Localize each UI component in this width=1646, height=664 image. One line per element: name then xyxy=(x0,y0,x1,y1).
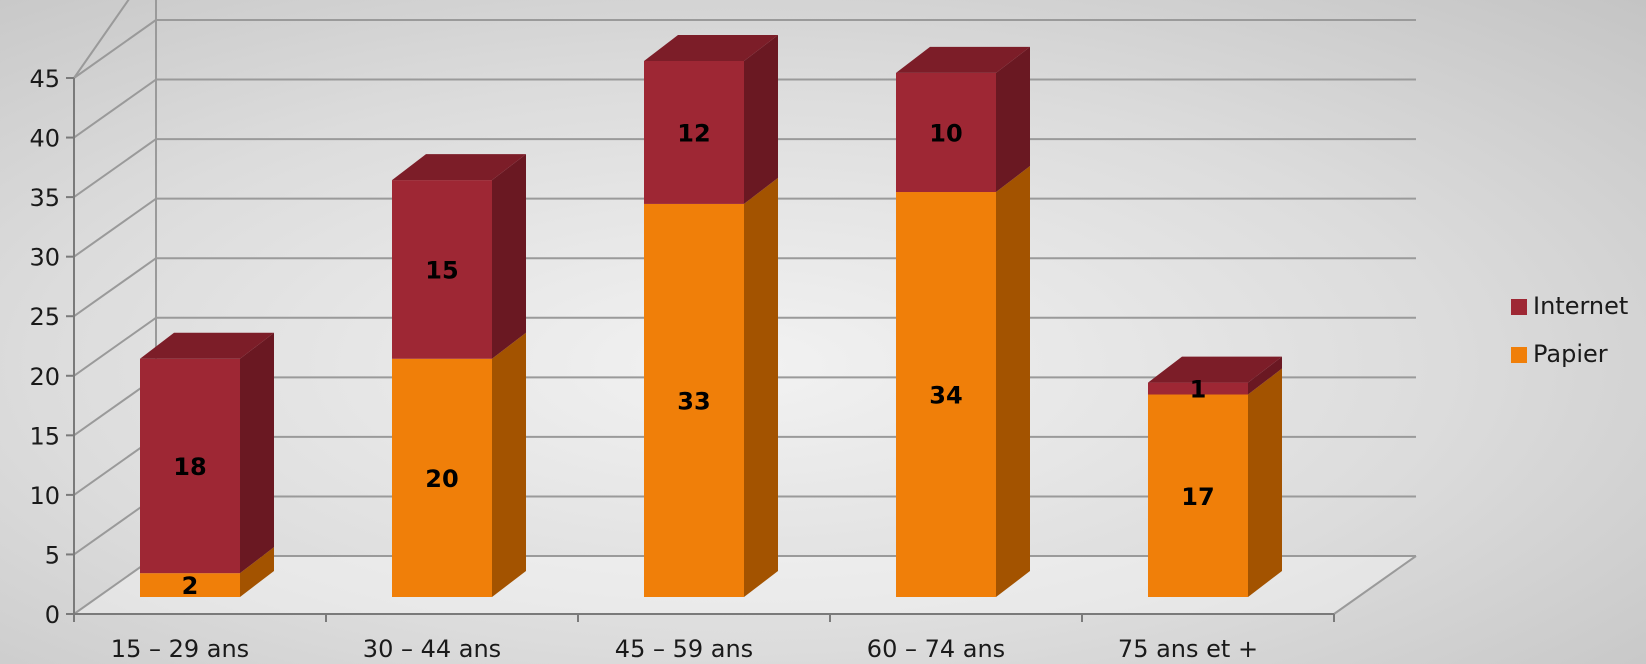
data-label: 10 xyxy=(929,119,962,147)
bar-internet-front xyxy=(1148,382,1248,395)
data-label: 15 xyxy=(425,256,458,284)
bar-internet-front xyxy=(392,180,492,359)
gridline-diagonal xyxy=(73,78,157,139)
y-tick-label: 10 xyxy=(29,482,60,510)
x-tick-label: 45 – 59 ans xyxy=(615,635,753,663)
y-tick-label: 5 xyxy=(45,541,60,569)
x-tick-label: 60 – 74 ans xyxy=(867,635,1005,663)
data-label: 33 xyxy=(677,387,710,415)
y-tick-label: 30 xyxy=(29,244,60,272)
bar-internet-side xyxy=(996,46,1030,193)
bar-papier-side xyxy=(1248,368,1282,597)
gridline-diagonal-top xyxy=(73,0,130,79)
bar-top xyxy=(1148,356,1282,383)
bar-top xyxy=(896,46,1030,73)
bar-top xyxy=(392,154,526,181)
x-tick-label: 15 – 29 ans xyxy=(111,635,249,663)
gridline-diagonal xyxy=(73,316,157,377)
bar-top xyxy=(644,35,778,61)
x-axis: 15 – 29 ans 30 – 44 ans 45 – 59 ans 60 – 74… xyxy=(73,613,1335,663)
y-axis: 0 5 10 15 20 25 30 35 40 45 xyxy=(29,65,75,629)
y-tick-label: 0 xyxy=(45,601,60,629)
bar-internet-side xyxy=(1248,356,1282,395)
bar-internet-front xyxy=(644,61,744,204)
bar-papier-side xyxy=(240,547,274,597)
bars xyxy=(140,35,1282,597)
bar-papier-side xyxy=(996,166,1030,597)
bar-internet-side xyxy=(744,35,778,204)
bar-internet-side xyxy=(492,154,526,359)
bar-papier-front xyxy=(1148,394,1248,597)
data-label: 17 xyxy=(1181,483,1214,511)
y-tick-label: 45 xyxy=(29,65,60,93)
gridline-diagonal xyxy=(73,197,157,258)
y-tick-label: 20 xyxy=(29,363,60,391)
data-label: 2 xyxy=(182,572,199,600)
gridline-diagonal xyxy=(73,138,157,198)
legend-entry: Papier xyxy=(1533,340,1608,368)
y-tick-label: 35 xyxy=(29,184,60,212)
bar-papier-side xyxy=(744,177,778,597)
y-tick-label: 40 xyxy=(29,125,60,153)
x-tick-label: 75 ans et + xyxy=(1118,635,1258,663)
gridline-diagonal xyxy=(73,257,157,318)
bar-papier-front xyxy=(392,358,492,597)
y-tick-label: 15 xyxy=(29,422,60,450)
data-label: 20 xyxy=(425,465,458,493)
bar-internet-front xyxy=(140,358,240,574)
y-tick-label: 25 xyxy=(29,303,60,331)
floor-right-edge xyxy=(1333,555,1417,615)
gridline-diagonal xyxy=(73,19,157,79)
legend-swatch xyxy=(1511,347,1527,363)
bar-internet-side xyxy=(240,332,274,574)
data-label: 18 xyxy=(173,453,206,481)
bar-papier-front xyxy=(140,573,240,597)
legend: Internet Papier xyxy=(1511,292,1628,368)
legend-swatch xyxy=(1511,299,1527,315)
bar-papier-side xyxy=(492,332,526,597)
bar-papier-front xyxy=(896,192,996,597)
data-label: 34 xyxy=(929,382,962,410)
data-labels: 2 18 20 15 33 12 34 10 17 1 xyxy=(173,119,1214,600)
data-label: 12 xyxy=(677,119,710,147)
data-label: 1 xyxy=(1190,376,1207,404)
legend-entry: Internet xyxy=(1533,292,1628,320)
bar-top xyxy=(140,332,274,359)
x-tick-label: 30 – 44 ans xyxy=(363,635,501,663)
bar-internet-front xyxy=(896,72,996,193)
bar-papier-front xyxy=(644,203,744,597)
